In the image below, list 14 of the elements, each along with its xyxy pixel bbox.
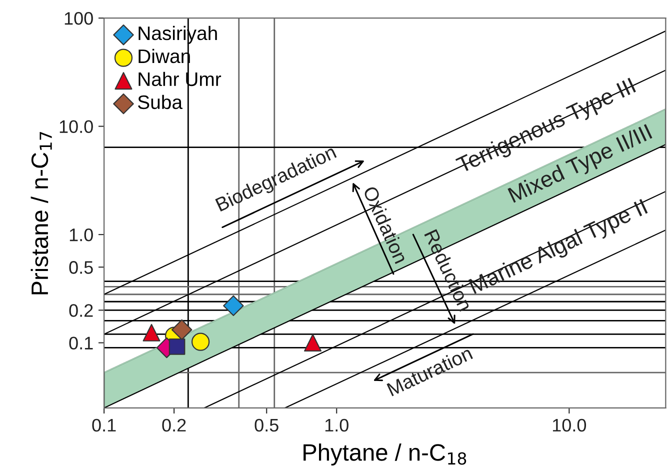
x-tick-label: 10.0 [552,418,586,432]
y-tick-label: 0.5 [69,261,93,274]
x-tick-label: 1.0 [325,418,348,432]
y-tick-label: 100 [64,12,93,25]
y-tick-label: 10.0 [60,120,93,134]
y-tick-label: 1.0 [70,228,93,242]
x-tick-label: 0.5 [254,418,278,432]
y-axis-title: Pristane / n-C$_{17}$ [30,132,52,294]
x-axis-title: Phytane / n-C$_{18}$ [304,444,466,466]
x-tick-label: 0.2 [162,418,186,432]
y-tick-label: 0.1 [69,336,93,350]
y-tick-label: 0.2 [69,304,93,317]
legend-label: Suba [138,94,183,110]
x-tick-label: 0.1 [92,418,116,432]
